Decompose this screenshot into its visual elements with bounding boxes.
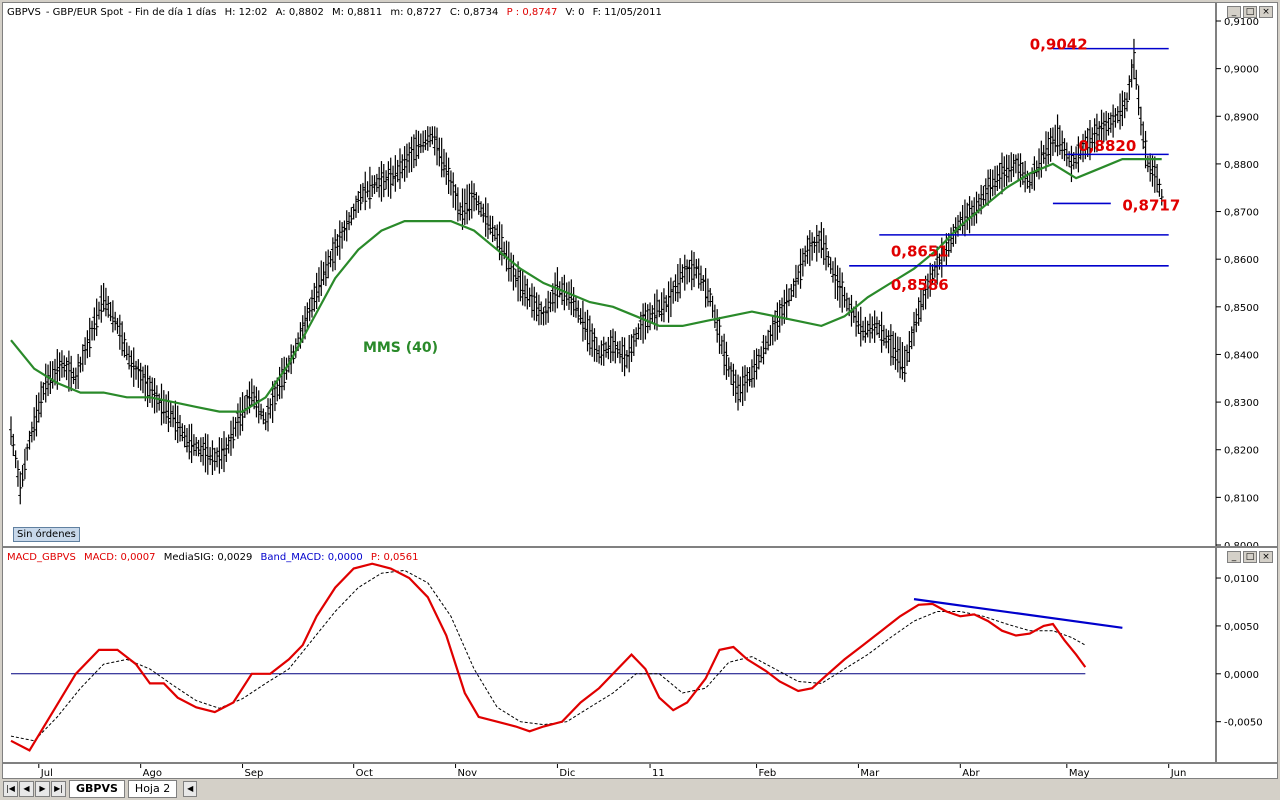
header-min: m: 0,8727 xyxy=(390,7,442,18)
price-tick-label: 0,8600 xyxy=(1224,255,1259,266)
macd-p: P: 0,0561 xyxy=(370,552,419,563)
price-chart-header: GBPVS - GBP/EUR Spot - Fin de día 1 días H… xyxy=(7,7,662,18)
first-sheet-button[interactable]: |◀ xyxy=(3,780,18,797)
macd-tick-label: 0,0100 xyxy=(1224,574,1259,585)
month-label: 11 xyxy=(652,768,665,778)
month-label: Dic xyxy=(559,768,575,778)
mms-label: MMS (40) xyxy=(363,340,438,356)
month-label: Jun xyxy=(1170,768,1187,778)
signal-line xyxy=(10,569,1086,742)
price-tick-label: 0,8800 xyxy=(1224,160,1259,171)
level-label-l9042: 0,9042 xyxy=(1030,36,1088,54)
level-label-l8586: 0,8586 xyxy=(891,276,949,294)
header-time: H: 12:02 xyxy=(224,7,268,18)
price-tick-label: 0,9000 xyxy=(1224,65,1259,76)
sheet-tab-bar: |◀ ◀ ▶ ▶| GBPVS Hoja 2 ◀ xyxy=(2,779,1278,798)
header-symbol: GBPVS xyxy=(7,7,41,18)
macd-header: MACD_GBPVS MACD: 0,0007 MediaSIG: 0,0029… xyxy=(7,552,423,563)
prev-sheet-button[interactable]: ◀ xyxy=(19,780,34,797)
macd-tick-label: -0,0050 xyxy=(1224,718,1263,729)
level-label-l8717: 0,8717 xyxy=(1122,197,1180,215)
macd-line xyxy=(10,562,1087,752)
mms-line xyxy=(10,158,1162,413)
last-sheet-button[interactable]: ▶| xyxy=(51,780,66,797)
header-price: P : 0,8747 xyxy=(506,7,558,18)
month-label: May xyxy=(1069,768,1090,778)
price-tick-label: 0,8700 xyxy=(1224,208,1259,219)
month-label: Mar xyxy=(860,768,880,778)
month-axis: Jul Ago Sep Oct Nov Dic 11 Feb Mar Abr May Jun xyxy=(2,763,1278,779)
macd-tick-label: 0,0000 xyxy=(1224,670,1259,681)
next-sheet-button[interactable]: ▶ xyxy=(35,780,50,797)
price-tick-label: 0,8300 xyxy=(1224,398,1259,409)
macd-signal: MediaSIG: 0,0029 xyxy=(163,552,253,563)
month-label: Oct xyxy=(356,768,373,778)
macd-band: Band_MACD: 0,0000 xyxy=(260,552,363,563)
sin-ordenes-badge[interactable]: Sin órdenes xyxy=(13,527,80,542)
macd-window-buttons: _ □ × xyxy=(1227,551,1273,563)
price-tick-label: 0,9100 xyxy=(1224,17,1259,28)
price-tick-label: 0,8500 xyxy=(1224,303,1259,314)
header-instrument: GBP/EUR Spot xyxy=(52,7,124,18)
close-icon[interactable]: × xyxy=(1259,6,1273,18)
price-bars-group xyxy=(9,38,1164,505)
macd-restore-icon[interactable]: □ xyxy=(1243,551,1257,563)
header-open: A: 0,8802 xyxy=(275,7,324,18)
price-chart-pane[interactable]: GBPVS - GBP/EUR Spot - Fin de día 1 días H… xyxy=(2,2,1278,547)
header-max: M: 0,8811 xyxy=(332,7,383,18)
pane-window-buttons: _ □ × xyxy=(1227,6,1273,18)
macd-minimize-icon[interactable]: _ xyxy=(1227,551,1241,563)
month-label: Feb xyxy=(759,768,777,778)
macd-value: MACD: 0,0007 xyxy=(84,552,156,563)
tab-hoja-2[interactable]: Hoja 2 xyxy=(127,779,178,798)
macd-close-icon[interactable]: × xyxy=(1259,551,1273,563)
price-tick-label: 0,8100 xyxy=(1224,493,1259,504)
tab-gbpvs[interactable]: GBPVS xyxy=(69,779,125,798)
level-label-l8651: 0,8651 xyxy=(891,242,949,260)
price-tick-label: 0,8400 xyxy=(1224,350,1259,361)
header-period: Fin de día 1 días xyxy=(134,7,217,18)
month-label: Abr xyxy=(962,768,980,778)
header-date: F: 11/05/2011 xyxy=(592,7,662,18)
level-label-l8820: 0,8820 xyxy=(1078,137,1136,155)
minimize-icon[interactable]: _ xyxy=(1227,6,1241,18)
month-label: Jul xyxy=(40,768,53,778)
month-label: Nov xyxy=(458,768,478,778)
month-label: Sep xyxy=(245,768,264,778)
restore-icon[interactable]: □ xyxy=(1243,6,1257,18)
header-volume: V: 0 xyxy=(565,7,585,18)
price-tick-label: 0,8200 xyxy=(1224,446,1259,457)
header-close: C: 0,8734 xyxy=(449,7,499,18)
macd-chart-svg: 0,0100 0,0050 0,0000 -0,0050 xyxy=(10,548,1263,762)
month-label: Ago xyxy=(143,768,162,778)
price-tick-label: 0,8900 xyxy=(1224,112,1259,123)
macd-tick-label: 0,0050 xyxy=(1224,622,1259,633)
macd-name: MACD_GBPVS xyxy=(7,552,76,563)
month-axis-svg: Jul Ago Sep Oct Nov Dic 11 Feb Mar Abr May Jun xyxy=(38,764,1187,778)
macd-chart-pane[interactable]: MACD_GBPVS MACD: 0,0007 MediaSIG: 0,0029… xyxy=(2,547,1278,763)
scroll-left-button[interactable]: ◀ xyxy=(183,780,198,797)
macd-trendline xyxy=(913,598,1123,629)
